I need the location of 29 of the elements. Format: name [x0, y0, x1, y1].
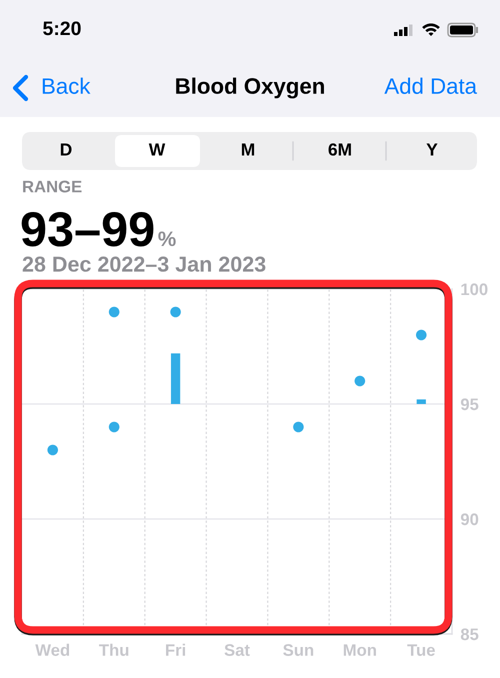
- chart-title: Blood Oxygen: [176, 78, 324, 98]
- text: D: [60, 144, 72, 156]
- y-tick-label: 95: [460, 398, 478, 410]
- text: 93–99: [22, 212, 154, 247]
- x-tick-label: Sun: [283, 644, 314, 656]
- y-tick-label: 85: [460, 628, 478, 640]
- x-tick-label: Sat: [224, 644, 250, 656]
- text: Add Data: [384, 78, 478, 94]
- text: 6M: [328, 143, 351, 156]
- text: Back: [42, 78, 90, 94]
- point: [416, 330, 427, 340]
- text: RANGE: [23, 180, 82, 192]
- x-tick-label: Wed: [35, 644, 70, 656]
- text: 5:20: [43, 21, 81, 36]
- y-tick-label: 100: [461, 283, 488, 296]
- point: [108, 306, 120, 318]
- x-tick-label: Mon: [344, 644, 376, 656]
- y-tick-label: 90: [460, 513, 478, 526]
- text: Y: [426, 144, 438, 156]
- text: M: [242, 144, 254, 156]
- x-tick-label: Fri: [166, 644, 186, 656]
- chart-subtitle: 28 Dec 2022–3 Jan 2023: [22, 256, 266, 272]
- point: [354, 376, 366, 386]
- text: W: [148, 144, 166, 156]
- x-tick-label: Thu: [99, 644, 128, 656]
- point: [47, 444, 58, 456]
- text: %: [158, 232, 176, 246]
- x-tick-label: Tue: [407, 644, 435, 656]
- point: [293, 422, 304, 432]
